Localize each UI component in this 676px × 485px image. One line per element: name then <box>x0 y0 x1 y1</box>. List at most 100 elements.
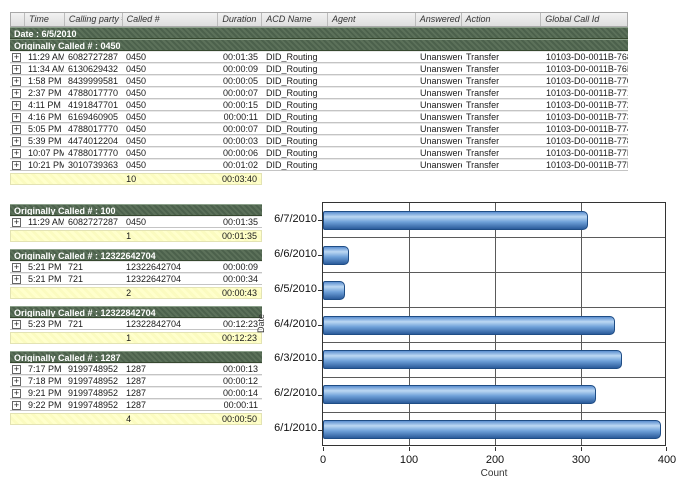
chart-bar <box>323 350 623 370</box>
called-number-cell: 0450 <box>126 100 147 110</box>
call-row: + 1:58 PM 8439999581 0450 00:00:05 DID_R… <box>10 75 628 87</box>
expand-plus-icon[interactable]: + <box>12 64 21 74</box>
summary-total-duration: 00:12:23 <box>221 333 257 343</box>
column-header-agent: Agent <box>328 13 416 26</box>
expand-plus-icon[interactable]: + <box>12 136 21 146</box>
expand-plus-icon[interactable]: + <box>12 388 21 398</box>
acd-name-cell: DID_Routing <box>266 88 318 98</box>
called-number-cell: 1287 <box>126 364 147 374</box>
acd-name-cell: DID_Routing <box>266 52 318 62</box>
expand-plus-icon[interactable]: + <box>12 100 21 110</box>
expand-plus-icon[interactable]: + <box>12 217 21 227</box>
calling-party-cell: 4788017770 <box>68 88 119 98</box>
calling-party-cell: 9199748952 <box>68 376 119 386</box>
global-call-id-cell: 10103-D0-0011B-77F <box>546 160 628 170</box>
expand-plus-icon[interactable]: + <box>12 112 21 122</box>
answered-cell: Unanswered <box>420 112 462 122</box>
call-rows-group-12322642704: + 5:21 PM 721 12322642704 00:00:09 + 5:2… <box>10 261 262 285</box>
answered-cell: Unanswered <box>420 160 462 170</box>
group-summary-row: 4 00:00:50 <box>10 413 262 425</box>
time-cell: 11:29 AM <box>28 217 64 227</box>
called-number-cell: 1287 <box>126 376 147 386</box>
chart-bar <box>323 210 588 230</box>
chart-bar <box>323 420 661 440</box>
expand-plus-icon[interactable]: + <box>12 364 21 374</box>
sub-sections: Originally Called # : 100 + 11:29 AM 608… <box>10 204 262 432</box>
chart-category-label: 6/7/2010 <box>274 213 317 225</box>
time-cell: 4:11 PM <box>28 100 61 110</box>
time-cell: 5:23 PM <box>28 319 62 329</box>
time-cell: 5:39 PM <box>28 136 62 146</box>
expand-plus-icon[interactable]: + <box>12 88 21 98</box>
expand-plus-icon[interactable]: + <box>12 262 21 272</box>
duration-cell: 00:00:06 <box>222 148 258 158</box>
called-number-cell: 12322842704 <box>126 319 182 329</box>
action-cell: Transfer <box>466 88 500 98</box>
chart-bar <box>323 315 616 335</box>
expand-plus-icon[interactable]: + <box>12 376 21 386</box>
summary-count: 2 <box>126 288 132 298</box>
action-cell: Transfer <box>466 160 500 170</box>
acd-name-cell: DID_Routing <box>266 160 318 170</box>
chart-y-tick <box>318 290 322 292</box>
calling-party-cell: 6169460905 <box>68 112 119 122</box>
calling-party-cell: 6082727287 <box>68 217 119 227</box>
expand-cell: + <box>10 112 24 122</box>
called-number-cell: 0450 <box>126 148 147 158</box>
expand-cell: + <box>10 400 24 410</box>
calling-party-cell: 721 <box>68 262 84 272</box>
chart-plot-area: 0 100 200 300 400 <box>318 202 676 466</box>
chart-category-label: 6/1/2010 <box>274 422 317 435</box>
expand-plus-icon[interactable]: + <box>12 400 21 410</box>
duration-cell: 00:12:23 <box>222 319 258 329</box>
action-cell: Transfer <box>466 76 500 86</box>
expand-plus-icon[interactable]: + <box>12 76 21 86</box>
time-cell: 5:21 PM <box>28 262 62 272</box>
chart-category-label: 6/4/2010 <box>274 317 317 330</box>
section-originally-called-12322642704: Originally Called # : 12322642704 + 5:21… <box>10 249 262 299</box>
time-cell: 5:05 PM <box>28 124 62 134</box>
expand-plus-icon[interactable]: + <box>12 148 21 158</box>
group-summary-row-0450: 10 00:03:40 <box>10 173 262 185</box>
expand-plus-icon[interactable]: + <box>12 52 21 62</box>
time-cell: 9:21 PM <box>28 388 62 398</box>
calling-party-cell: 6130629432 <box>68 64 119 74</box>
action-cell: Transfer <box>466 100 500 110</box>
expand-plus-icon[interactable]: + <box>12 319 21 329</box>
called-number-cell: 0450 <box>126 124 147 134</box>
duration-cell: 00:00:07 <box>222 124 258 134</box>
action-cell: Transfer <box>466 64 500 74</box>
section-originally-called-100: Originally Called # : 100 + 11:29 AM 608… <box>10 204 262 242</box>
expand-cell: + <box>10 364 24 374</box>
calling-party-cell: 4788017770 <box>68 124 119 134</box>
acd-name-cell: DID_Routing <box>266 136 318 146</box>
called-number-cell: 0450 <box>126 160 147 170</box>
called-number-cell: 12322642704 <box>126 274 182 284</box>
expand-plus-icon[interactable]: + <box>12 160 21 170</box>
duration-cell: 00:01:02 <box>222 160 258 170</box>
summary-count: 4 <box>126 414 132 424</box>
called-number-cell: 0450 <box>126 64 147 74</box>
chart-x-tick <box>495 447 496 451</box>
expand-plus-icon[interactable]: + <box>12 274 21 284</box>
call-row: + 9:21 PM 9199748952 1287 00:00:14 <box>10 387 262 399</box>
global-call-id-cell: 10103-D0-0011B-773 <box>546 112 628 122</box>
answered-cell: Unanswered <box>420 124 462 134</box>
global-call-id-cell: 10103-D0-0011B-76F <box>546 64 628 74</box>
duration-cell: 00:00:05 <box>222 76 258 86</box>
called-number-cell: 0450 <box>126 112 147 122</box>
chart-x-tick-label: 200 <box>485 454 505 466</box>
answered-cell: Unanswered <box>420 52 462 62</box>
expand-plus-icon[interactable]: + <box>12 124 21 134</box>
called-number-cell: 12322642704 <box>126 262 182 272</box>
summary-total-duration: 00:00:43 <box>221 288 257 298</box>
chart-bar <box>323 280 345 300</box>
answered-cell: Unanswered <box>420 76 462 86</box>
action-cell: Transfer <box>466 124 500 134</box>
column-header-calling-party: Calling party # <box>65 13 123 26</box>
call-row: + 10:07 PM 4788017770 0450 00:00:06 DID_… <box>10 147 628 159</box>
chart-category-label: 6/2/2010 <box>274 387 317 400</box>
column-header-answered: Answered <box>416 13 462 26</box>
acd-name-cell: DID_Routing <box>266 112 318 122</box>
duration-cell: 00:00:09 <box>222 262 258 272</box>
